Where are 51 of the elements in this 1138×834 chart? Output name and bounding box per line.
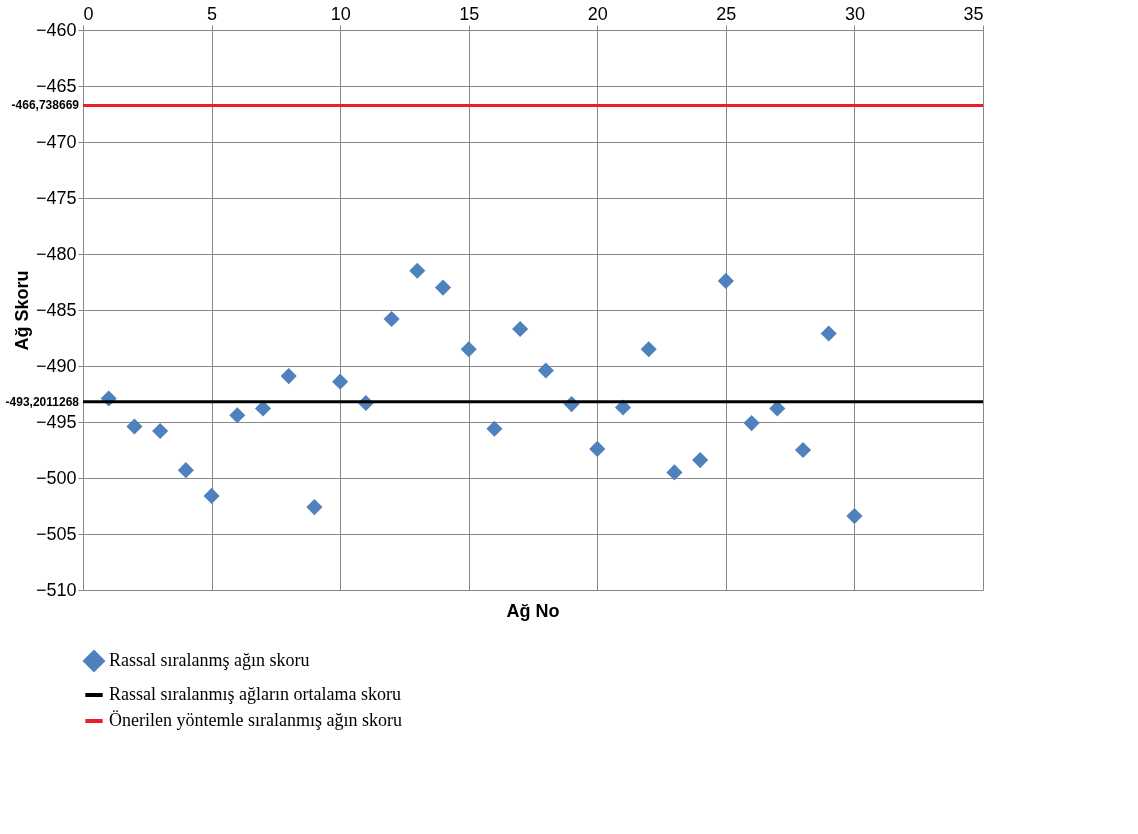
point bbox=[229, 407, 246, 424]
y-tick-label: −460 bbox=[35, 19, 77, 40]
point bbox=[820, 325, 837, 342]
point bbox=[177, 462, 194, 479]
legend-label: Önerilen yöntemle sıralanmış ağın skoru bbox=[109, 710, 402, 730]
point bbox=[589, 440, 606, 457]
point bbox=[203, 487, 220, 504]
x-axis-title: Ağ No bbox=[506, 601, 560, 621]
x-tick-label: 30 bbox=[844, 3, 865, 24]
x-tick-label: 0 bbox=[83, 3, 94, 24]
point bbox=[794, 441, 812, 459]
point bbox=[743, 415, 760, 432]
point bbox=[512, 320, 529, 338]
y-tick-label: −470 bbox=[35, 131, 77, 152]
point bbox=[280, 368, 297, 385]
y-tick-label: −485 bbox=[35, 299, 77, 320]
legend-label: Rassal sıralanmış ağların ortalama skoru bbox=[109, 684, 401, 704]
x-tick-label: 5 bbox=[207, 3, 218, 24]
x-tick-label: 20 bbox=[587, 3, 608, 24]
y-tick-label: −510 bbox=[35, 579, 77, 600]
y-tick-label: −475 bbox=[35, 187, 77, 208]
point bbox=[126, 418, 143, 435]
y-axis-title: Ağ Skoru bbox=[11, 270, 32, 351]
y-tick-label: −495 bbox=[35, 411, 77, 432]
point bbox=[152, 422, 169, 440]
x-tick-label: 10 bbox=[330, 3, 351, 24]
point bbox=[846, 508, 863, 525]
legend-label: Rassal sıralanmş ağın skoru bbox=[109, 650, 310, 670]
y-tick-label: −465 bbox=[35, 75, 77, 96]
point bbox=[717, 272, 734, 289]
point bbox=[537, 362, 554, 379]
x-tick-label: 25 bbox=[716, 3, 737, 24]
y-tick-label: −480 bbox=[35, 243, 77, 264]
x-tick-label: 15 bbox=[459, 3, 480, 24]
point bbox=[460, 341, 477, 358]
point bbox=[434, 279, 452, 296]
point bbox=[383, 310, 400, 328]
annotation: -493,2011268 bbox=[5, 394, 80, 409]
point bbox=[692, 452, 709, 469]
annotation: -466,738669 bbox=[11, 98, 80, 113]
point bbox=[486, 420, 503, 437]
y-tick-label: −505 bbox=[35, 523, 77, 544]
y-tick-label: −490 bbox=[35, 355, 77, 376]
y-tick-label: −500 bbox=[35, 467, 77, 488]
point bbox=[640, 341, 657, 358]
point bbox=[666, 464, 683, 481]
point bbox=[769, 400, 786, 417]
x-tick-label: 35 bbox=[963, 3, 984, 24]
point bbox=[332, 373, 349, 390]
point bbox=[306, 499, 323, 516]
point bbox=[409, 262, 426, 279]
